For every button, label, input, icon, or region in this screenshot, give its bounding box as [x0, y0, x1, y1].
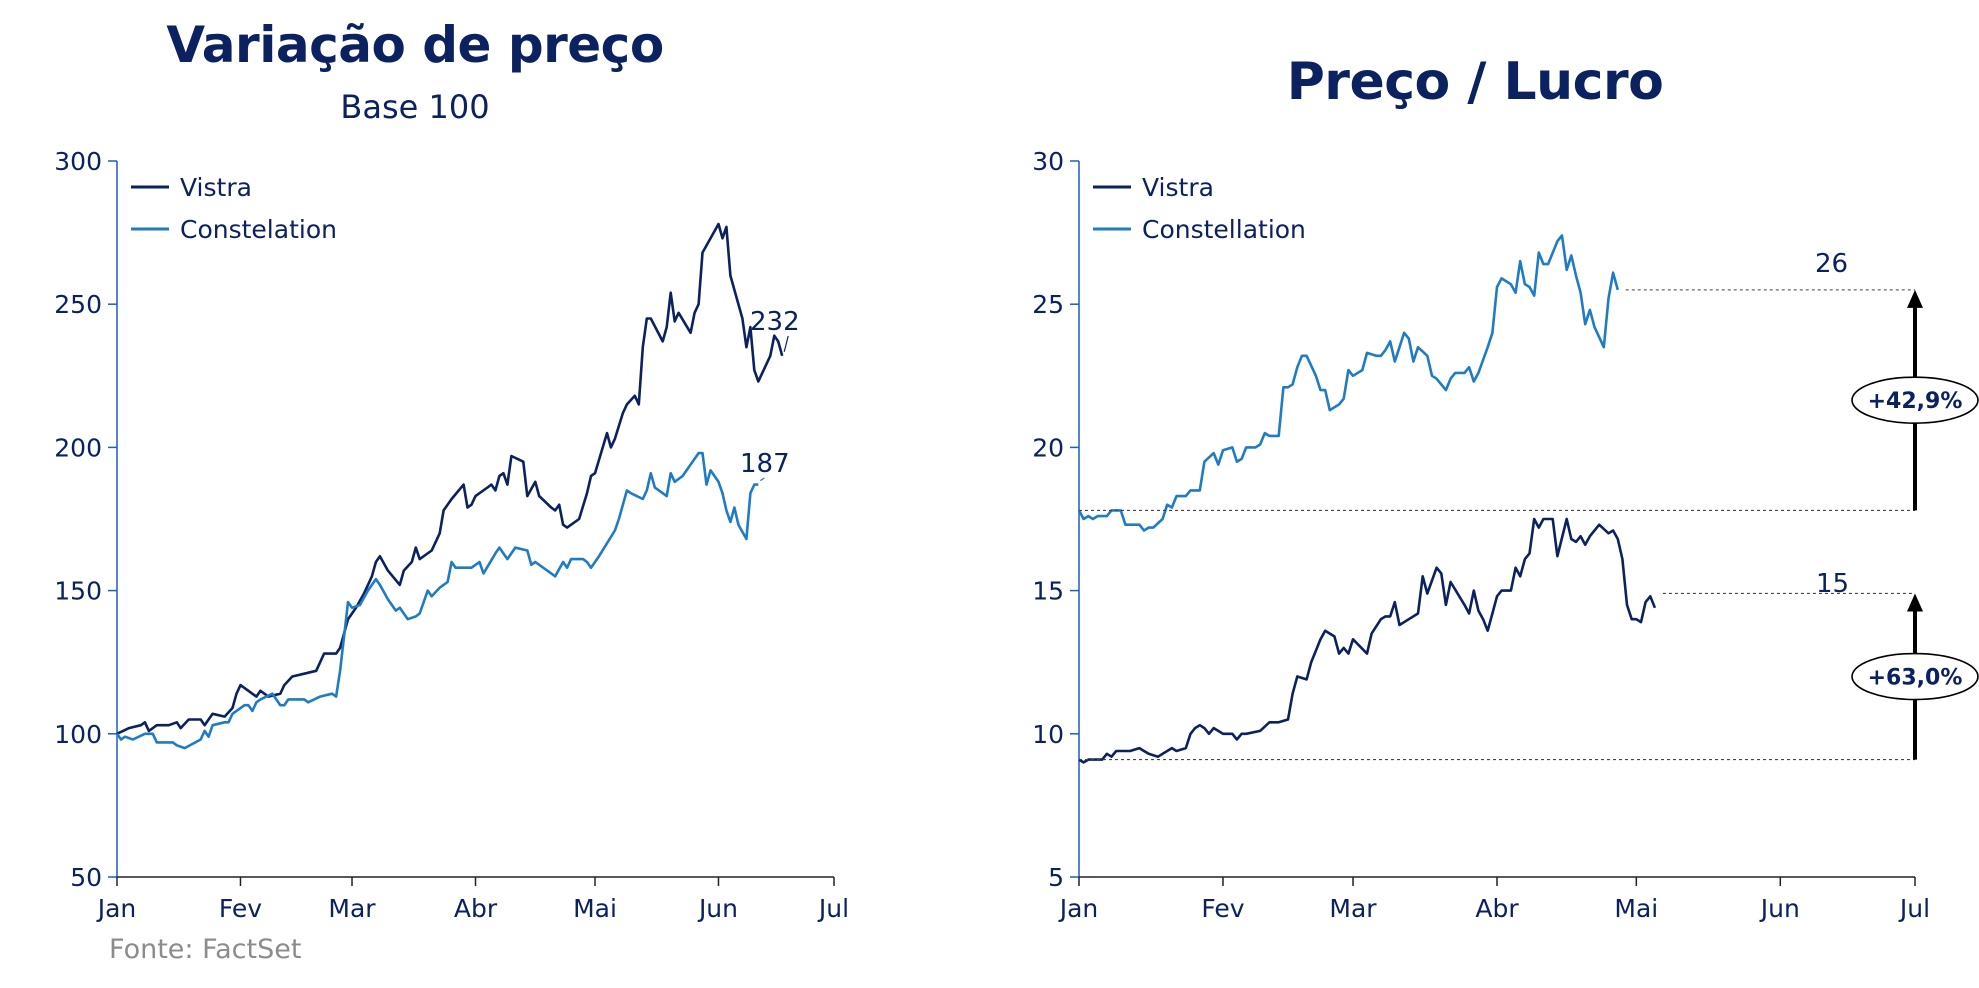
legend-label: Vistra	[1142, 173, 1214, 202]
pe-ratio-chart: 5 10 15 20 25 30 Jan Fev Mar Abr Mai Jun Jul Vistra Co…	[1032, 147, 1979, 923]
price-change-chart: 50 100 150 200 250 300 Jan Fev Mar Abr Mai Jun Jul Vi…	[54, 147, 849, 923]
series-line-constellation	[1077, 234, 1620, 532]
series-line-constelation	[115, 451, 759, 750]
chart-title: Preço / Lucro	[1286, 52, 1664, 112]
x-tick-label: Abr	[454, 894, 498, 923]
x-tick-label: Mar	[1329, 894, 1377, 923]
chart-title: Variação de preço	[166, 16, 664, 74]
legend-label: Constellation	[1142, 215, 1306, 244]
y-tick-label: 15	[1032, 577, 1064, 606]
end-value-label: 15	[1816, 569, 1849, 599]
y-tick-label: 250	[54, 290, 102, 319]
chart-panel-price-change: Variação de preço Base 100 50 100 150 200 25…	[54, 16, 849, 965]
x-tick-label: Abr	[1475, 894, 1519, 923]
label-leader	[759, 477, 765, 482]
y-tick-label: 30	[1032, 147, 1064, 176]
end-value-label: 26	[1815, 249, 1848, 279]
source-note: Fonte: FactSet	[109, 934, 302, 965]
x-tick-label: Jan	[96, 894, 137, 923]
y-tick-label: 50	[70, 863, 102, 892]
y-tick-label: 200	[54, 433, 102, 462]
series-line-vistra	[1078, 517, 1657, 764]
change-arrow-head	[1907, 593, 1923, 612]
x-tick-label: Jun	[697, 894, 738, 923]
legend-label: Vistra	[180, 173, 252, 202]
y-tick-label: 20	[1032, 433, 1064, 462]
y-tick-label: 5	[1048, 863, 1064, 892]
x-tick-label: Jan	[1058, 894, 1099, 923]
x-tick-label: Mai	[1614, 894, 1658, 923]
x-tick-label: Jul	[1898, 894, 1930, 923]
x-tick-label: Jun	[1759, 894, 1800, 923]
y-tick-label: 10	[1032, 720, 1064, 749]
x-tick-label: Fev	[1201, 894, 1244, 923]
change-label: +63,0%	[1868, 666, 1963, 691]
legend-label: Constelation	[180, 215, 337, 244]
change-badge	[1851, 376, 1979, 424]
x-tick-label: Jul	[817, 894, 849, 923]
x-tick-label: Mar	[328, 894, 376, 923]
change-arrow-head	[1907, 289, 1923, 308]
end-value-label: 187	[740, 449, 790, 479]
y-tick-label: 25	[1032, 290, 1064, 319]
change-badge	[1851, 652, 1979, 701]
y-tick-label: 100	[54, 720, 102, 749]
label-leader	[783, 335, 789, 352]
y-tick-label: 300	[54, 147, 102, 176]
y-tick-label: 150	[54, 577, 102, 606]
end-value-label: 232	[750, 307, 800, 337]
chart-panel-pe: Preço / Lucro 5 10 15 20 25 30 Jan Fev Mar Abr Mai…	[990, 0, 1979, 988]
x-tick-label: Mai	[573, 894, 617, 923]
change-label: +42,9%	[1868, 389, 1963, 414]
series-line-vistra	[116, 222, 784, 735]
chart-subtitle: Base 100	[340, 88, 490, 126]
x-tick-label: Fev	[219, 894, 262, 923]
